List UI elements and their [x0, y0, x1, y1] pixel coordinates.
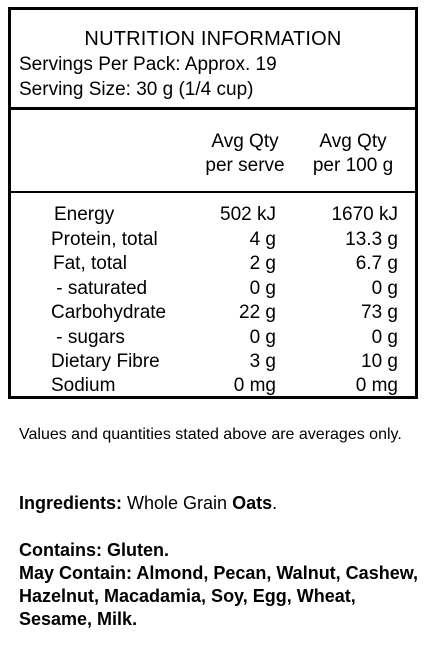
nutrient-per-100g: 10 g [361, 351, 398, 372]
nutrient-per-100g: 0 mg [355, 375, 398, 396]
nutrient-per-serve: 3 g [249, 351, 276, 372]
nutrient-name: Energy [54, 204, 115, 225]
nutrient-row-sodium: Sodium 0 mg 0 mg [11, 374, 415, 398]
nutrient-row-energy: Energy 502 kJ 1670 kJ [11, 203, 415, 227]
ingredients-text-before: Whole Grain [122, 493, 233, 513]
nutrient-per-100g: 13.3 g [345, 229, 398, 250]
column-header-per-serve-line1: Avg Qty [211, 131, 279, 152]
ingredients-statement: Ingredients: Whole Grain Oats. [19, 491, 277, 515]
nutrient-per-100g: 1670 kJ [331, 204, 398, 225]
nutrient-row-fat: Fat, total 2 g 6.7 g [11, 252, 415, 276]
allergen-statement: Contains: Gluten. May Contain: Almond, P… [19, 539, 424, 631]
nutrient-name: - saturated [51, 278, 148, 299]
nutrient-name: Fat, total [53, 253, 127, 274]
nutrient-name: - sugars [51, 327, 125, 348]
nutrient-per-100g: 0 g [371, 327, 398, 348]
ingredients-label: Ingredients: [19, 493, 123, 513]
nutrient-row-sugars: - sugars 0 g 0 g [11, 326, 415, 350]
nutrient-row-saturated: - saturated 0 g 0 g [11, 277, 415, 301]
column-header-divider [11, 191, 415, 193]
nutrient-per-100g: 0 g [371, 278, 398, 299]
nutrient-row-carbohydrate: Carbohydrate 22 g 73 g [11, 301, 415, 325]
nutrient-name: Protein, total [51, 229, 158, 250]
nutrient-name: Sodium [51, 375, 116, 396]
averages-note: Values and quantities stated above are a… [19, 426, 402, 443]
nutrient-per-serve: 2 g [249, 253, 276, 274]
nutrient-per-serve: 0 mg [233, 375, 276, 396]
nutrient-per-serve: 0 g [249, 278, 276, 299]
nutrient-row-protein: Protein, total 4 g 13.3 g [11, 228, 415, 252]
servings-per-pack: Servings Per Pack: Approx. 19 [19, 54, 277, 75]
header-divider [11, 107, 415, 110]
ingredients-highlight: Oats [232, 493, 273, 513]
column-header-per-serve-line2: per serve [205, 155, 285, 176]
nutrient-per-100g: 6.7 g [355, 253, 398, 274]
nutrient-per-serve: 0 g [249, 327, 276, 348]
nutrition-panel: NUTRITION INFORMATION Servings Per Pack:… [8, 7, 418, 399]
nutrient-per-serve: 502 kJ [220, 204, 276, 225]
nutrient-name: Carbohydrate [51, 302, 167, 323]
panel-header: NUTRITION INFORMATION Servings Per Pack:… [11, 10, 415, 110]
contains-statement: Contains: Gluten. [19, 540, 169, 560]
nutrient-per-serve: 4 g [249, 229, 276, 250]
may-contain-statement: May Contain: Almond, Pecan, Walnut, Cash… [19, 563, 419, 629]
column-header-per-serve: Avg Qty per serve [186, 130, 304, 178]
serving-size: Serving Size: 30 g (1/4 cup) [19, 79, 254, 100]
column-header-per-100g-line1: Avg Qty [319, 131, 387, 152]
nutrient-name: Dietary Fibre [51, 351, 160, 372]
panel-title: NUTRITION INFORMATION [84, 28, 342, 50]
column-header-per-100g-line2: per 100 g [312, 155, 394, 176]
ingredients-text-after: . [272, 493, 278, 513]
nutrient-per-100g: 73 g [361, 302, 398, 323]
nutrient-per-serve: 22 g [239, 302, 276, 323]
nutrient-row-dietary-fibre: Dietary Fibre 3 g 10 g [11, 350, 415, 374]
column-header-per-100g: Avg Qty per 100 g [294, 130, 412, 178]
